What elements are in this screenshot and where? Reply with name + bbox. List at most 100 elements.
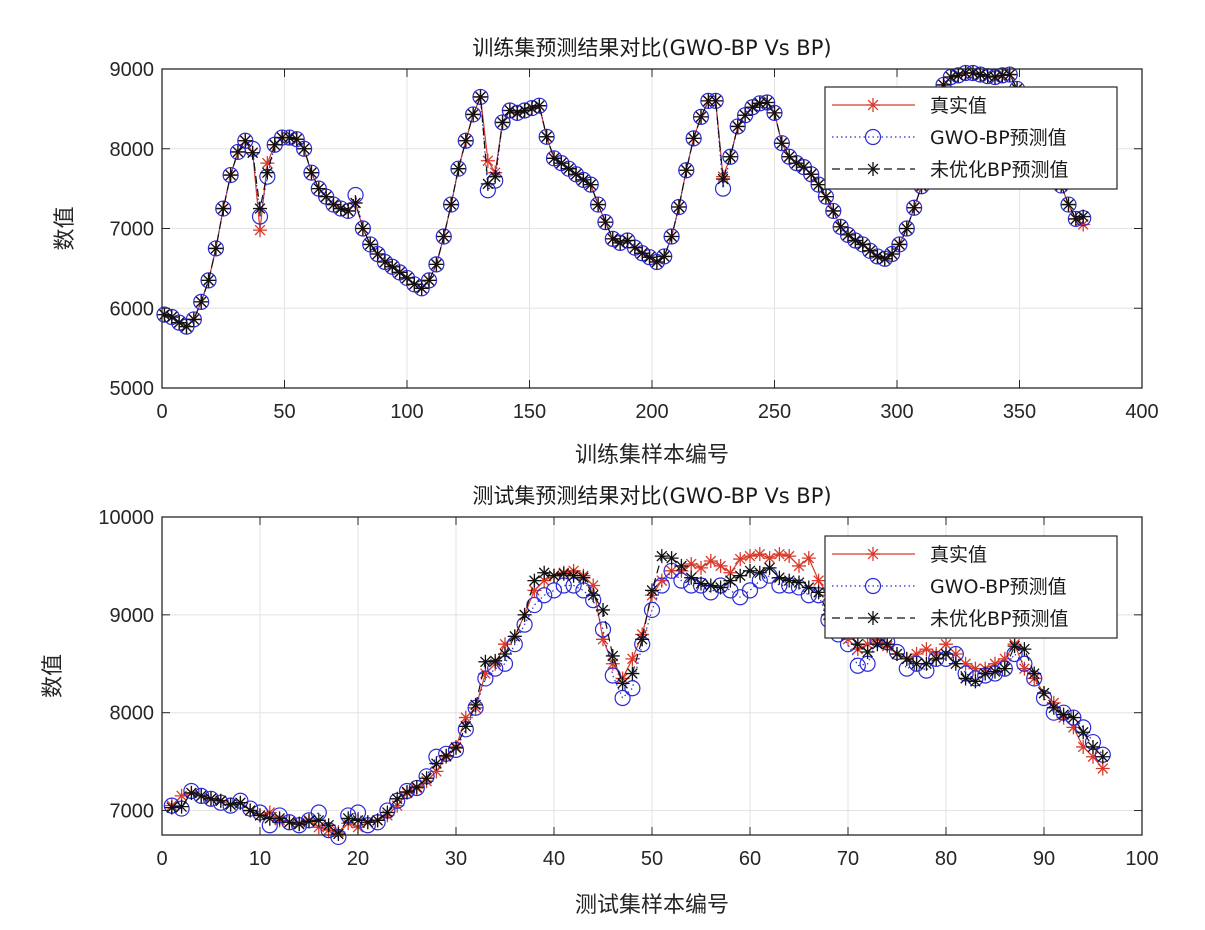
data-point [860, 645, 875, 660]
data-point [762, 560, 777, 575]
data-point [409, 780, 424, 795]
data-point [980, 69, 995, 84]
data-point [164, 310, 179, 325]
data-point [663, 228, 680, 245]
data-point [457, 132, 474, 149]
data-point [370, 247, 385, 262]
data-point [716, 172, 731, 187]
data-point [538, 128, 555, 145]
data-point [657, 249, 672, 264]
data-point [303, 164, 320, 181]
data-point [766, 104, 783, 121]
data-point [547, 568, 561, 583]
data-point [429, 756, 444, 771]
legend-entry-2: 未优化BP预测值 [832, 159, 1069, 181]
data-point [245, 145, 260, 160]
data-point [885, 247, 900, 262]
legend-label: 真实值 [930, 544, 987, 566]
data-point [850, 637, 865, 652]
data-point [890, 646, 904, 661]
data-point [439, 748, 454, 763]
data-point [674, 558, 689, 573]
data-point [767, 105, 782, 120]
data-point [380, 805, 395, 820]
legend-marker [866, 547, 880, 561]
data-point [635, 632, 650, 647]
data-point [458, 133, 473, 148]
data-point [311, 181, 326, 196]
data-point [613, 235, 628, 250]
data-point [1027, 666, 1042, 681]
data-point [478, 654, 493, 669]
data-point [907, 200, 922, 215]
data-point [360, 815, 375, 830]
data-point [174, 799, 189, 814]
legend-marker [866, 162, 880, 176]
data-point [701, 93, 716, 108]
data-point [289, 132, 304, 147]
data-point [818, 189, 833, 204]
data-point [686, 131, 701, 146]
data-point [223, 168, 238, 183]
data-point [811, 177, 826, 192]
data-point [752, 565, 767, 580]
data-point [215, 200, 232, 217]
data-point [451, 161, 466, 176]
data-point [524, 101, 539, 116]
data-point [988, 664, 1002, 679]
data-point [488, 169, 503, 184]
data-point [741, 582, 759, 599]
data-point [1007, 639, 1022, 654]
x-tick-label: 350 [1003, 401, 1036, 423]
data-point [762, 551, 777, 566]
data-point [213, 793, 228, 808]
legend-box [824, 535, 1118, 639]
data-point [1095, 761, 1110, 776]
data-point [694, 560, 708, 575]
data-point [642, 250, 657, 265]
x-tick-label: 400 [1125, 401, 1158, 423]
data-point [296, 140, 313, 157]
data-point [958, 656, 973, 671]
x-tick-label: 250 [758, 401, 791, 423]
data-point [282, 130, 297, 145]
data-point [792, 575, 806, 590]
chart-test: 0 10 20 30 40 50 60 70 80 90 100 7000 8000 9000 10000 测… [41, 484, 1159, 918]
data-point [899, 651, 914, 666]
data-point [877, 251, 892, 266]
data-point [614, 689, 631, 707]
data-point [733, 568, 748, 583]
data-point [517, 607, 532, 622]
data-point [450, 160, 467, 177]
data-point [262, 811, 277, 826]
data-point [321, 818, 336, 833]
data-point [392, 265, 407, 280]
data-point [825, 202, 842, 220]
y-tick-label: 7000 [110, 219, 155, 241]
data-point [919, 656, 934, 671]
data-point [909, 646, 924, 661]
x-tick-label: 80 [935, 848, 957, 870]
data-point [943, 69, 958, 84]
data-point [738, 108, 753, 123]
data-point [230, 144, 245, 159]
data-point [207, 240, 224, 257]
data-point [743, 563, 757, 578]
data-point [870, 637, 885, 652]
data-point [596, 602, 610, 617]
data-point [1017, 661, 1032, 676]
data-point [1086, 739, 1100, 754]
x-tick-label: 200 [635, 401, 668, 423]
legend-entry-1: GWO-BP预测值 [832, 576, 1067, 598]
data-point [811, 585, 826, 600]
legend-label: 未优化BP预测值 [930, 159, 1069, 181]
data-point [414, 281, 429, 296]
x-tick-label: 50 [273, 401, 295, 423]
data-point [733, 552, 748, 567]
x-tick-label: 30 [445, 848, 467, 870]
data-point [304, 165, 319, 180]
data-point [435, 228, 452, 245]
data-point [760, 95, 775, 110]
data-point [664, 229, 679, 244]
